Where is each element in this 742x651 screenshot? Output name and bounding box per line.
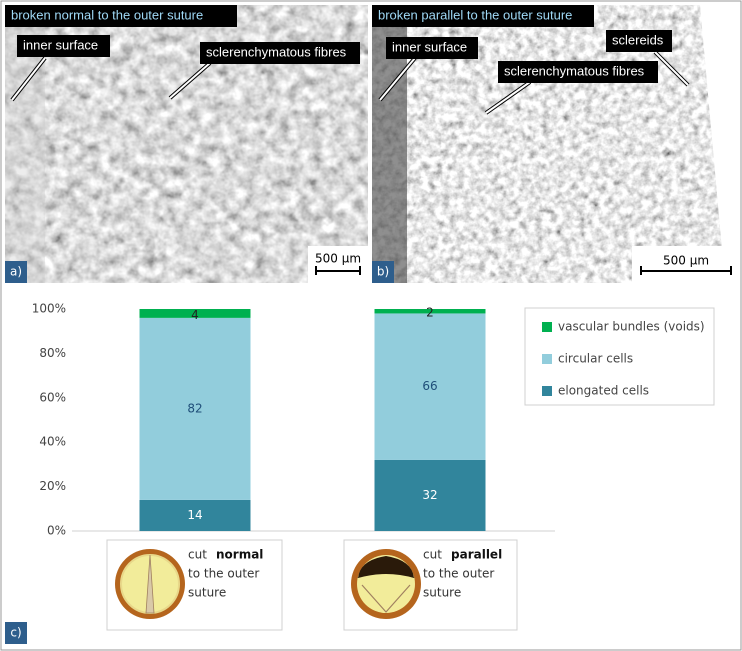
annotation: sclereids — [612, 32, 664, 47]
annotation-box — [200, 42, 360, 64]
scale-box — [308, 246, 368, 283]
y-tick-label: 60% — [39, 390, 66, 404]
arrow — [379, 57, 416, 101]
y-tick-label: 80% — [39, 346, 66, 360]
legend-label: elongated cells — [558, 384, 649, 398]
bar-segment — [139, 309, 251, 318]
value-label: 14 — [187, 508, 202, 522]
legend-swatch — [542, 322, 552, 332]
category-text: cut — [188, 548, 207, 562]
panel-label-box — [5, 622, 27, 644]
panel-label-box — [372, 261, 394, 283]
panel-title: broken parallel to the outer suture — [378, 7, 572, 22]
panel-label: c) — [10, 626, 21, 640]
y-tick-label: 100% — [32, 302, 66, 316]
bar-segment — [139, 317, 251, 500]
bar-segment — [374, 309, 486, 314]
annotation-box — [17, 35, 110, 57]
y-tick-label: 0% — [47, 524, 66, 538]
annotation-box — [386, 37, 478, 59]
annotation-box — [498, 61, 658, 83]
y-tick-label: 40% — [39, 435, 66, 449]
category-label: normal — [216, 548, 263, 562]
value-label: 82 — [187, 401, 202, 415]
value-label: 2 — [426, 306, 434, 320]
legend-swatch — [542, 386, 552, 396]
category-text: cut — [423, 548, 442, 562]
annotation: inner surface — [23, 37, 98, 52]
category-text: suture — [188, 586, 226, 600]
category-text: suture — [423, 586, 461, 600]
scale-bar — [315, 266, 361, 275]
annotation-box — [606, 30, 672, 52]
bar-segment — [139, 499, 251, 531]
legend-label: circular cells — [558, 352, 633, 366]
value-label: 32 — [422, 488, 437, 502]
arrow — [169, 62, 211, 99]
annotation: sclerenchymatous fibres — [504, 63, 645, 78]
legend-label: vascular bundles (voids) — [558, 320, 705, 334]
arrow — [485, 81, 531, 114]
value-label: 4 — [191, 308, 199, 322]
title-box — [372, 5, 594, 27]
annotation: sclerenchymatous fibres — [206, 44, 347, 59]
category-text: to the outer — [188, 567, 259, 581]
icon-normal — [115, 549, 185, 619]
bar-segment — [374, 459, 486, 531]
panel-label: a) — [10, 265, 22, 279]
legend-swatch — [542, 354, 552, 364]
panel-label-box — [5, 261, 27, 283]
outer-edge — [700, 5, 737, 283]
arrow — [11, 57, 46, 101]
category-label: parallel — [451, 548, 502, 562]
panel-label: b) — [377, 265, 389, 279]
y-tick-label: 20% — [39, 479, 66, 493]
title-box — [5, 5, 237, 27]
scale-box — [632, 246, 737, 283]
icon-parallel — [351, 549, 421, 619]
value-label: 66 — [422, 379, 437, 393]
legend — [524, 307, 715, 406]
annotation: inner surface — [392, 39, 467, 54]
bar-segment — [374, 313, 486, 460]
panel-title: broken normal to the outer suture — [11, 7, 203, 22]
scale-label: 500 µm — [315, 252, 361, 266]
scale-bar — [640, 266, 732, 275]
arrow — [654, 51, 689, 86]
scale-label: 500 µm — [663, 254, 709, 268]
category-text: to the outer — [423, 567, 494, 581]
